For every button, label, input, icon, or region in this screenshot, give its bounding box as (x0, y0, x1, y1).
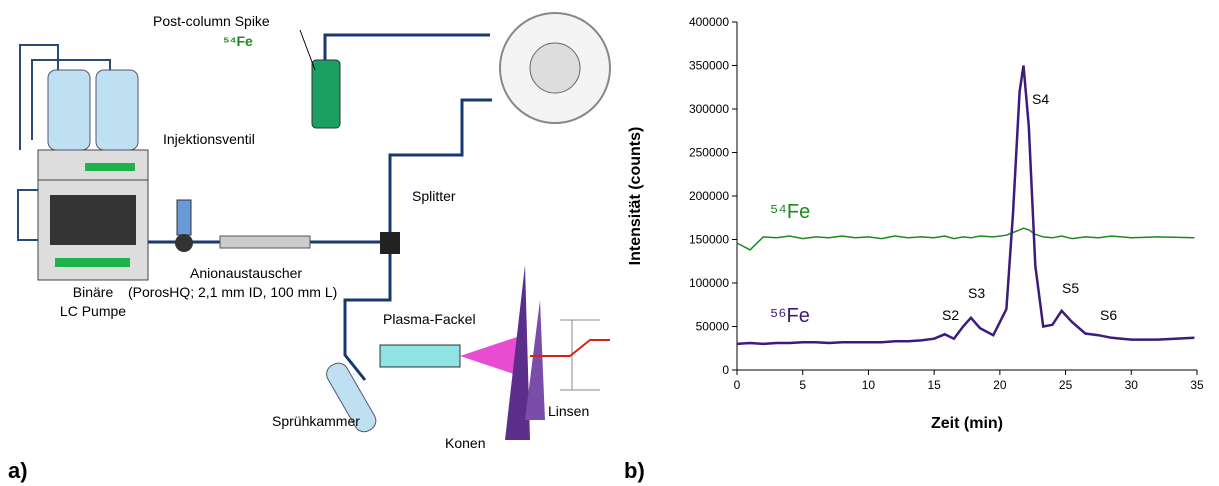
injector (176, 199, 192, 236)
y-tick-label: 50000 (696, 320, 730, 334)
label: Splitter (412, 188, 456, 204)
label: Post-column Spike (153, 13, 270, 29)
series-line (736, 227, 1195, 251)
solvent-lines (17, 44, 111, 241)
x-tick-label: 35 (1190, 378, 1204, 392)
y-tick-label: 100000 (689, 276, 729, 290)
tubing (323, 33, 490, 60)
label: Plasma-Fackel (383, 311, 476, 327)
x-tick-label: 5 (799, 378, 806, 392)
rotor (529, 42, 581, 94)
indicator (85, 163, 135, 171)
y-tick-label: 200000 (689, 189, 729, 203)
y-tick-label: 300000 (689, 102, 729, 116)
label: Binäre (73, 284, 114, 300)
tubing (343, 242, 392, 381)
panel-label: a) (8, 458, 28, 483)
torch (379, 344, 461, 368)
peak-label: S4 (1032, 91, 1049, 107)
y-tick-label: 400000 (689, 15, 729, 29)
valve (175, 234, 193, 252)
plasma (460, 336, 520, 376)
cone (505, 265, 530, 440)
x-tick-label: 0 (734, 378, 741, 392)
peak-label: S6 (1100, 307, 1117, 323)
vial (311, 59, 341, 129)
y-tick-label: 350000 (689, 59, 729, 73)
legend-label: ⁵⁶Fe (770, 305, 810, 327)
label: Konen (445, 435, 485, 451)
peak-label: S2 (942, 307, 959, 323)
x-axis-label: Zeit (min) (931, 415, 1003, 432)
pump-screen (50, 195, 136, 245)
label: Injektionsventil (163, 131, 255, 147)
legend-label: ⁵⁴Fe (770, 201, 810, 223)
splitter (380, 232, 400, 254)
bottle (47, 69, 91, 151)
diagram: Post-column Spike ⁵⁴Fe Injektionsventil … (8, 12, 611, 483)
x-tick-label: 15 (927, 378, 941, 392)
y-axis-label: Intensität (counts) (627, 127, 644, 266)
label: Sprühkammer (272, 413, 360, 429)
pointer (299, 29, 316, 71)
x-tick-label: 20 (993, 378, 1007, 392)
chart: b) Zeit (min) Intensität (counts) 0 50000… (624, 15, 1204, 483)
label: (PorosHQ; 2,1 mm ID, 100 mm L) (128, 284, 337, 300)
x-tick-label: 30 (1125, 378, 1139, 392)
spray-chamber (326, 362, 377, 433)
y-tick-label: 250000 (689, 146, 729, 160)
x-tick-label: 10 (862, 378, 876, 392)
series-line (736, 65, 1195, 346)
x-tick-label: 25 (1059, 378, 1073, 392)
column (219, 235, 311, 249)
ion-beam (530, 339, 610, 357)
label: LC Pumpe (60, 303, 126, 319)
y-tick-label: 0 (722, 363, 729, 377)
label: Linsen (548, 403, 589, 419)
label: Anionaustauscher (190, 265, 302, 281)
panel-label: b) (624, 458, 645, 483)
peak-label: S5 (1062, 280, 1079, 296)
indicator (55, 258, 130, 267)
peak-label: S3 (968, 285, 985, 301)
cone (525, 300, 545, 420)
bottle (95, 69, 139, 151)
y-tick-label: 150000 (689, 233, 729, 247)
label: ⁵⁴Fe (223, 33, 253, 49)
